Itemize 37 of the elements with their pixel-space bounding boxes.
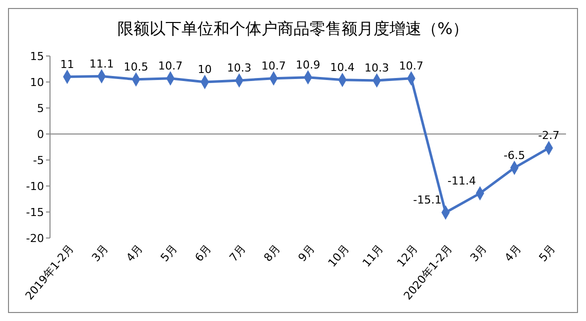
x-tick-label: 12月 <box>394 242 420 270</box>
data-label: -11.4 <box>448 174 476 188</box>
x-tick-label: 11月 <box>360 242 386 270</box>
data-label: 10.9 <box>296 58 320 72</box>
data-label: -6.5 <box>504 148 526 162</box>
data-label: 10.7 <box>158 59 183 72</box>
x-tick-label: 5月 <box>158 242 180 264</box>
y-tick-label: 15 <box>30 50 44 63</box>
y-tick-label: 10 <box>30 76 44 89</box>
x-tick-label: 10月 <box>326 242 352 270</box>
data-label: 10.7 <box>261 59 286 72</box>
data-label: -2.7 <box>538 129 560 142</box>
x-tick-label: 6月 <box>192 242 214 264</box>
data-label: -15.1 <box>413 194 442 207</box>
y-tick-label: -10 <box>26 180 44 193</box>
y-tick-label: 0 <box>37 128 44 141</box>
x-tick-label: 7月 <box>226 242 248 264</box>
data-label: 10.7 <box>398 59 424 72</box>
data-label: 11 <box>60 58 74 71</box>
data-label: 10.4 <box>330 60 355 74</box>
data-label: 11.1 <box>89 57 114 70</box>
data-label: 10.5 <box>124 60 148 74</box>
x-tick-label: 3月 <box>89 242 111 264</box>
chart-title: 限额以下单位和个体户商品零售额月度增速（%） <box>117 19 469 38</box>
y-tick-label: -15 <box>26 206 44 219</box>
x-tick-label: 4月 <box>124 242 146 264</box>
x-tick-label: 3月 <box>468 242 490 264</box>
x-tick-label: 4月 <box>502 242 524 264</box>
x-tick-label: 9月 <box>296 242 318 264</box>
data-label: 10 <box>198 63 212 76</box>
data-label: 10.3 <box>226 61 252 74</box>
y-tick-label: -5 <box>33 154 44 167</box>
y-tick-label: 5 <box>37 102 44 115</box>
data-label: 10.3 <box>364 61 390 74</box>
y-tick-label: -20 <box>26 232 44 245</box>
x-tick-label: 5月 <box>536 242 558 264</box>
x-tick-label: 8月 <box>261 242 283 264</box>
